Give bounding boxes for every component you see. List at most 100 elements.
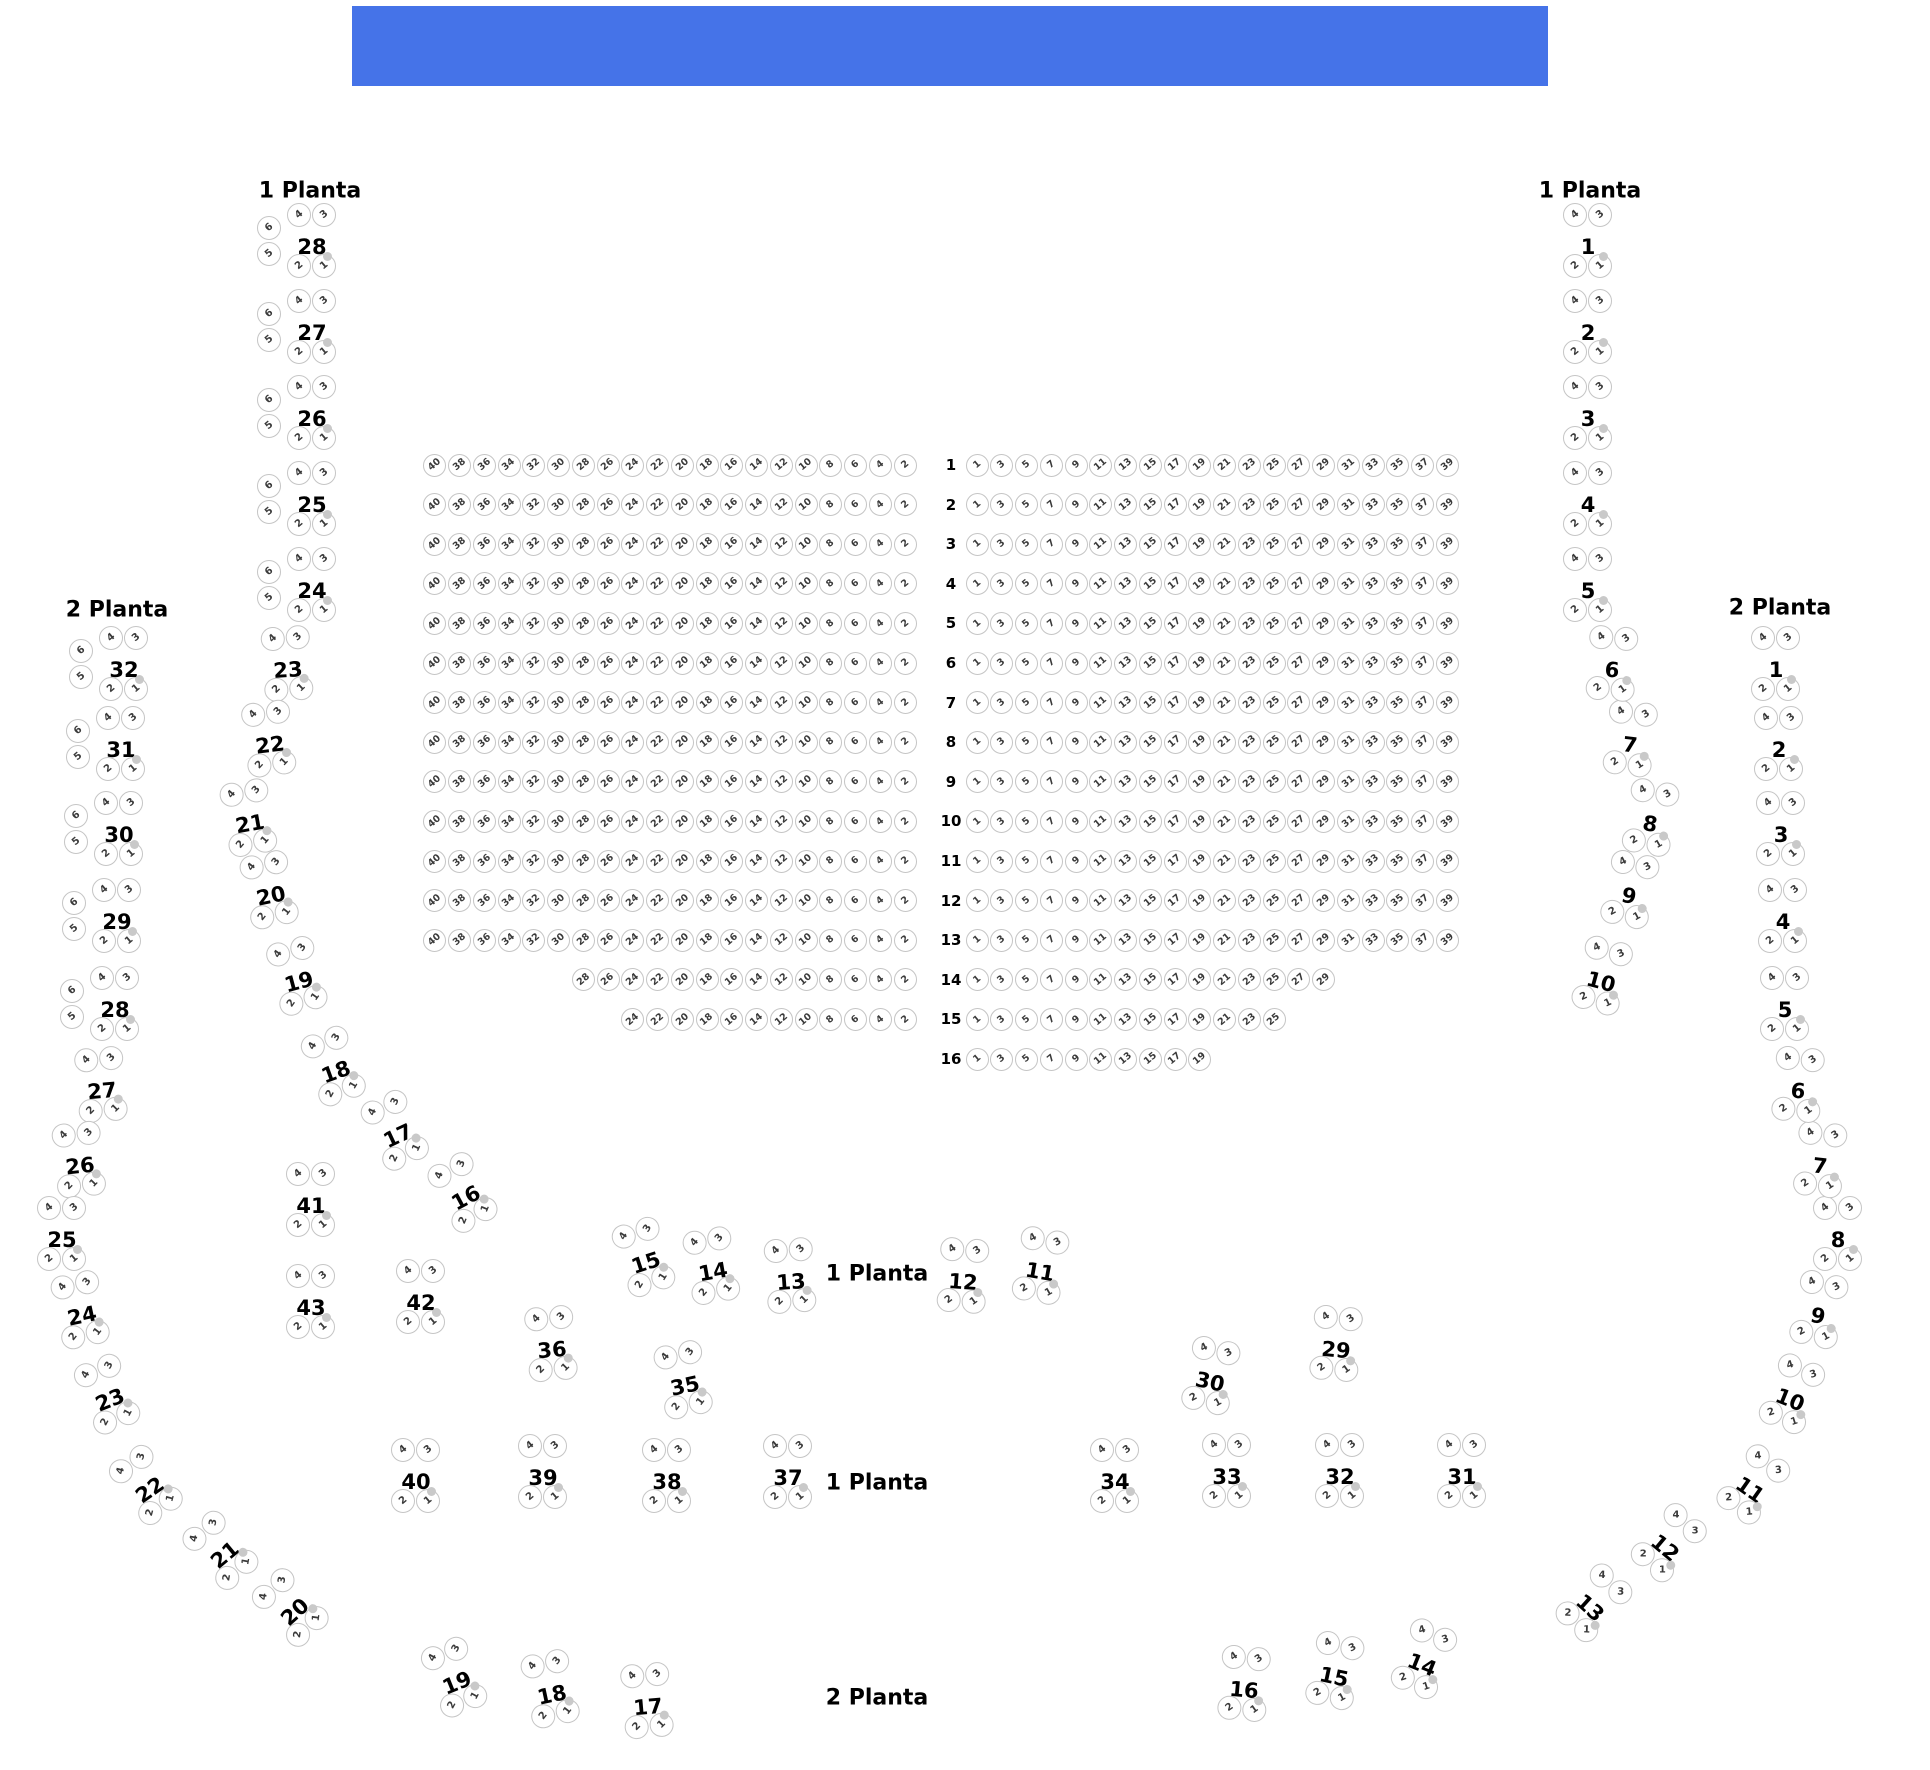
seat[interactable]: 27 <box>1287 889 1311 913</box>
seat[interactable]: 3 <box>416 1438 440 1462</box>
seat[interactable]: 25 <box>1262 849 1286 873</box>
seat[interactable]: 4 <box>1756 791 1780 815</box>
seat[interactable]: 30 <box>547 809 570 833</box>
seat[interactable]: 22 <box>646 572 669 596</box>
seat[interactable]: 6 <box>69 639 93 663</box>
seat[interactable]: 20 <box>670 809 694 833</box>
seat[interactable]: 2 <box>94 842 118 866</box>
seat[interactable]: 6 <box>257 388 281 412</box>
seat[interactable]: 21 <box>1213 611 1236 635</box>
seat[interactable]: 19 <box>1188 453 1212 477</box>
seat[interactable]: 6 <box>257 302 281 326</box>
seat[interactable]: 12 <box>769 1007 793 1031</box>
seat[interactable]: 2 <box>893 691 917 715</box>
seat[interactable]: 12 <box>769 928 793 952</box>
seat[interactable]: 26 <box>596 968 620 992</box>
seat[interactable]: 26 <box>596 611 620 635</box>
seat[interactable]: 19 <box>1188 611 1212 635</box>
seat[interactable]: 3 <box>543 1434 567 1458</box>
seat[interactable]: 11 <box>1089 453 1113 477</box>
seat[interactable]: 37 <box>1411 532 1434 556</box>
seat[interactable]: 6 <box>844 493 867 517</box>
seat[interactable]: 3 <box>124 626 148 650</box>
seat[interactable]: 9 <box>1064 928 1088 952</box>
seat[interactable]: 4 <box>1563 375 1587 399</box>
seat[interactable]: 2 <box>1563 598 1587 622</box>
seat[interactable]: 21 <box>1213 968 1236 992</box>
seat[interactable]: 22 <box>646 730 669 754</box>
seat[interactable]: 1 <box>965 1047 989 1071</box>
seat[interactable]: 7 <box>1039 809 1063 833</box>
seat[interactable]: 33 <box>1361 889 1385 913</box>
seat[interactable]: 3 <box>320 1022 352 1054</box>
seat[interactable]: 10 <box>794 770 818 794</box>
seat[interactable]: 39 <box>1435 809 1459 833</box>
seat[interactable]: 6 <box>257 560 281 584</box>
seat[interactable]: 14 <box>745 1007 768 1031</box>
seat[interactable]: 16 <box>720 453 744 477</box>
seat[interactable]: 2 <box>286 1315 310 1339</box>
seat[interactable]: 3 <box>93 1350 125 1382</box>
seat[interactable]: 16 <box>720 849 744 873</box>
seat[interactable]: 23 <box>1237 1007 1261 1031</box>
seat[interactable]: 3 <box>990 809 1014 833</box>
seat[interactable]: 5 <box>257 242 281 266</box>
seat[interactable]: 5 <box>1015 453 1038 477</box>
seat[interactable]: 3 <box>990 770 1014 794</box>
seat[interactable]: 4 <box>939 1236 966 1262</box>
seat[interactable]: 39 <box>1435 532 1459 556</box>
seat[interactable]: 38 <box>448 730 471 754</box>
seat[interactable]: 30 <box>547 770 570 794</box>
seat[interactable]: 36 <box>472 928 496 952</box>
seat[interactable]: 20 <box>670 730 694 754</box>
seat[interactable]: 32 <box>522 651 546 675</box>
seat[interactable]: 26 <box>596 770 620 794</box>
seat[interactable]: 30 <box>547 849 570 873</box>
seat[interactable]: 3 <box>264 698 292 726</box>
seat[interactable]: 3 <box>1633 852 1662 882</box>
seat[interactable]: 12 <box>769 968 793 992</box>
seat[interactable]: 3 <box>1337 1306 1364 1333</box>
seat[interactable]: 3 <box>117 878 141 902</box>
seat[interactable]: 13 <box>1114 849 1137 873</box>
seat[interactable]: 21 <box>1213 770 1236 794</box>
seat[interactable]: 10 <box>794 691 818 715</box>
seat[interactable]: 3 <box>1588 203 1612 227</box>
seat[interactable]: 12 <box>769 730 793 754</box>
seat[interactable]: 3 <box>990 572 1014 596</box>
seat[interactable]: 3 <box>440 1633 472 1665</box>
seat[interactable]: 13 <box>1114 493 1137 517</box>
seat[interactable]: 16 <box>720 651 744 675</box>
seat[interactable]: 21 <box>1213 493 1236 517</box>
seat[interactable]: 23 <box>1237 928 1261 952</box>
seat[interactable]: 16 <box>720 968 744 992</box>
seat[interactable]: 2 <box>893 730 917 754</box>
seat[interactable]: 31 <box>1336 611 1360 635</box>
seat[interactable]: 28 <box>571 730 595 754</box>
seat[interactable]: 29 <box>1312 730 1335 754</box>
seat[interactable]: 11 <box>1089 611 1113 635</box>
seat[interactable]: 27 <box>1287 809 1311 833</box>
seat[interactable]: 38 <box>448 651 471 675</box>
seat[interactable]: 4 <box>1313 1628 1343 1658</box>
seat[interactable]: 30 <box>547 928 570 952</box>
seat[interactable]: 19 <box>1188 928 1212 952</box>
seat[interactable]: 39 <box>1435 651 1459 675</box>
seat[interactable]: 7 <box>1039 453 1063 477</box>
seat[interactable]: 32 <box>522 770 546 794</box>
seat[interactable]: 2 <box>893 611 917 635</box>
seat[interactable]: 2 <box>893 928 917 952</box>
seat[interactable]: 35 <box>1386 849 1410 873</box>
seat[interactable]: 3 <box>667 1438 691 1462</box>
seat[interactable]: 1 <box>965 849 989 873</box>
seat[interactable]: 20 <box>670 453 694 477</box>
seat[interactable]: 2 <box>642 1489 666 1513</box>
seat[interactable]: 33 <box>1361 572 1385 596</box>
seat[interactable]: 4 <box>1760 966 1784 990</box>
seat[interactable]: 14 <box>745 532 768 556</box>
seat[interactable]: 20 <box>670 849 694 873</box>
seat[interactable]: 3 <box>964 1238 991 1264</box>
seat[interactable]: 2 <box>287 340 311 364</box>
seat[interactable]: 4 <box>763 1434 787 1458</box>
seat[interactable]: 36 <box>472 849 496 873</box>
